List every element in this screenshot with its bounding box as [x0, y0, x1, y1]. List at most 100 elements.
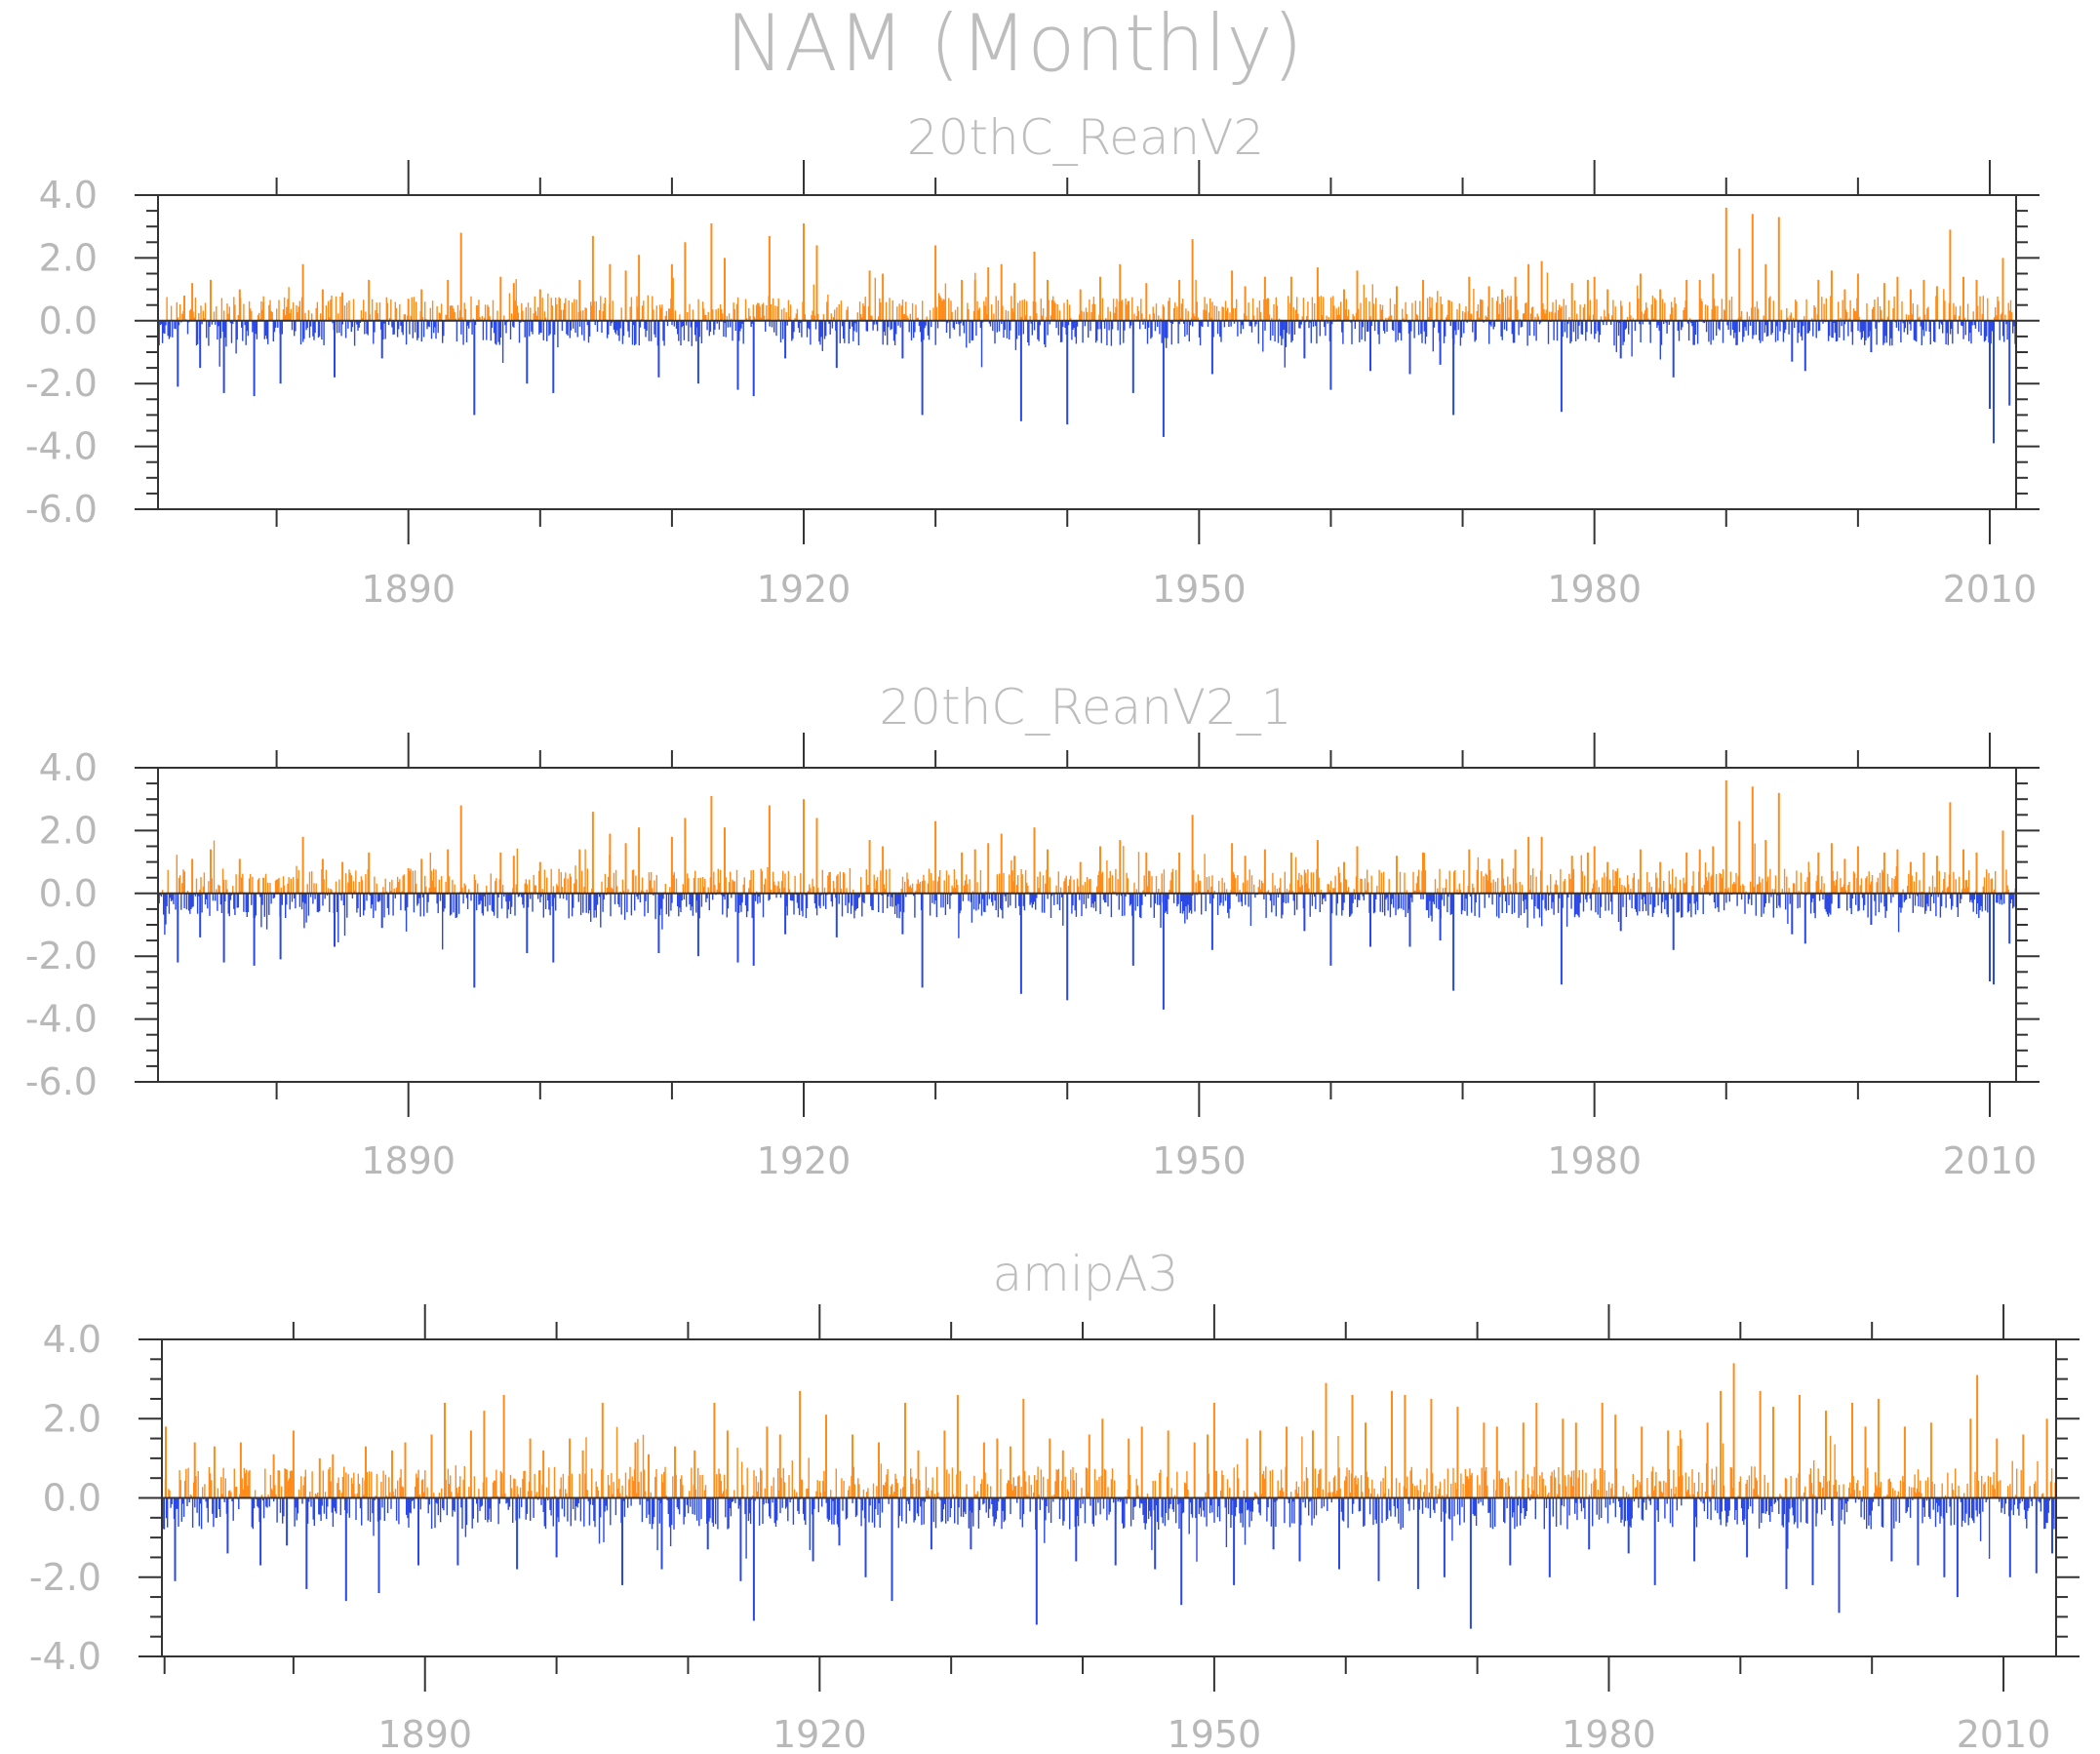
bar [1520, 893, 1522, 916]
bar [1979, 893, 1981, 910]
bar [229, 320, 232, 324]
bar [1452, 1467, 1454, 1498]
bar [650, 320, 653, 341]
bar [1417, 320, 1420, 336]
bar [1147, 1497, 1150, 1520]
bar [242, 320, 244, 341]
bar [1637, 285, 1639, 321]
bar [748, 1497, 751, 1514]
bar [640, 890, 643, 894]
bar [329, 893, 331, 912]
bar [691, 893, 693, 907]
bar [1003, 873, 1005, 894]
bar [1646, 307, 1648, 321]
bar [1972, 893, 1974, 912]
bar [179, 1480, 181, 1498]
bar [1785, 893, 1787, 910]
bar [1560, 307, 1562, 321]
bar [1088, 893, 1090, 898]
bar [1055, 1469, 1057, 1498]
bar [1259, 889, 1262, 894]
bar [1278, 887, 1281, 894]
bar [308, 320, 311, 339]
bar [1969, 320, 1971, 334]
bar [348, 869, 350, 894]
bar [249, 1469, 251, 1498]
bar [1756, 300, 1759, 321]
bar [217, 893, 218, 911]
bar [400, 893, 402, 910]
bar [1597, 320, 1599, 332]
bar [996, 1497, 999, 1511]
bar [864, 297, 866, 321]
bar [798, 1497, 800, 1514]
bar [438, 312, 440, 321]
bar [1091, 893, 1093, 904]
bar [573, 320, 575, 329]
bar [369, 893, 372, 896]
bar [192, 893, 194, 907]
bar [1685, 852, 1688, 894]
bar [514, 893, 516, 916]
bar [1177, 1497, 1179, 1505]
bar [1798, 891, 1800, 894]
bar [1534, 317, 1536, 321]
bar [435, 869, 437, 894]
bar [1294, 1490, 1296, 1498]
bar [311, 1471, 313, 1498]
bar [334, 893, 336, 947]
bar [1258, 1497, 1260, 1513]
bar [1914, 893, 1917, 906]
bar [365, 311, 367, 321]
bar [177, 320, 179, 387]
bar [1280, 1469, 1283, 1498]
bar [605, 1497, 607, 1506]
bar [806, 893, 809, 909]
bar [297, 1489, 300, 1498]
bar [1086, 877, 1089, 894]
bar [1521, 320, 1524, 327]
bar [715, 1497, 717, 1525]
bar [247, 893, 250, 912]
bar [1666, 893, 1668, 915]
bar [1327, 884, 1329, 894]
bar [1896, 849, 1899, 894]
bar [875, 880, 878, 894]
bar [588, 320, 591, 337]
bar [1456, 309, 1458, 321]
bar [398, 1497, 400, 1525]
bar [1599, 320, 1602, 336]
bar [384, 1474, 387, 1498]
bar [526, 1497, 529, 1514]
bar [1340, 882, 1342, 894]
bar [854, 893, 856, 911]
bar [1063, 881, 1065, 894]
bar [1514, 849, 1517, 894]
bar [1267, 298, 1270, 321]
bar [1849, 299, 1851, 321]
bar [809, 884, 811, 894]
bar [1048, 1497, 1050, 1513]
bar [1553, 893, 1555, 915]
bar [789, 893, 792, 900]
bar [608, 876, 610, 894]
bar [232, 320, 234, 324]
bar [1171, 320, 1174, 324]
bar [958, 320, 960, 325]
bar [917, 317, 919, 321]
bar [1131, 893, 1134, 966]
bar [964, 880, 967, 894]
bar [1254, 893, 1256, 898]
bar [1956, 893, 1958, 907]
bar [873, 874, 875, 894]
bar [735, 869, 738, 894]
bar [819, 1492, 822, 1498]
bar [538, 861, 541, 894]
bar [1242, 1497, 1244, 1528]
bar [508, 1497, 511, 1507]
bar [1129, 320, 1132, 326]
bar [1251, 1497, 1253, 1512]
bar [1439, 893, 1442, 941]
bar [1063, 302, 1065, 321]
bar [628, 320, 630, 338]
